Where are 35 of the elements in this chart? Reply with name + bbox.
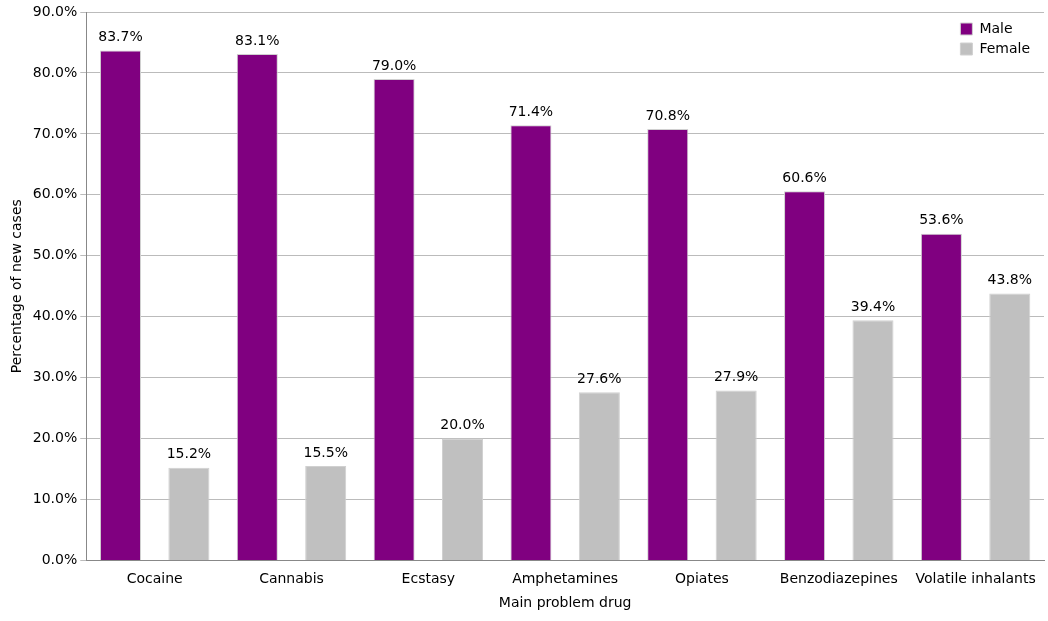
data-label: 15.5% bbox=[303, 443, 348, 460]
x-tick-label: Opiates bbox=[675, 570, 729, 587]
x-tick-label: Volatile inhalants bbox=[915, 570, 1036, 587]
y-tick-label: 40.0% bbox=[32, 307, 78, 324]
data-label: 70.8% bbox=[645, 106, 690, 123]
data-label: 83.7% bbox=[98, 28, 143, 45]
y-tick-label: 10.0% bbox=[32, 490, 78, 507]
x-tick-label: Benzodiazepines bbox=[779, 570, 898, 587]
x-axis-title: Main problem drug bbox=[498, 594, 632, 611]
data-label: 39.4% bbox=[850, 297, 896, 314]
y-tick-label: 20.0% bbox=[32, 429, 78, 446]
x-tick-label: Ecstasy bbox=[401, 570, 456, 587]
legend-label: Female bbox=[979, 39, 1030, 56]
x-tick-label: Amphetamines bbox=[512, 570, 619, 587]
data-label: 60.6% bbox=[782, 168, 827, 185]
legend-label: Male bbox=[979, 19, 1013, 36]
y-tick-label: 30.0% bbox=[32, 368, 78, 385]
data-label: 83.1% bbox=[235, 31, 280, 48]
y-axis-title: Percentage of new cases bbox=[8, 199, 25, 374]
data-label: 15.2% bbox=[166, 445, 212, 462]
y-tick-label: 80.0% bbox=[32, 63, 78, 80]
data-label: 53.6% bbox=[919, 211, 964, 228]
data-label: 27.6% bbox=[577, 369, 622, 386]
data-label: 27.9% bbox=[713, 368, 759, 385]
data-label: 71.4% bbox=[508, 102, 554, 119]
y-tick-label: 90.0% bbox=[32, 2, 78, 19]
x-tick-label: Cocaine bbox=[126, 570, 183, 587]
data-label: 20.0% bbox=[440, 416, 485, 433]
data-label: 79.0% bbox=[371, 56, 417, 73]
y-tick-label: 0.0% bbox=[41, 551, 78, 568]
y-tick-label: 60.0% bbox=[32, 185, 78, 202]
data-label: 43.8% bbox=[987, 271, 1033, 288]
y-tick-label: 70.0% bbox=[32, 124, 78, 141]
x-tick-label: Cannabis bbox=[259, 570, 324, 587]
y-tick-label: 50.0% bbox=[32, 246, 78, 263]
